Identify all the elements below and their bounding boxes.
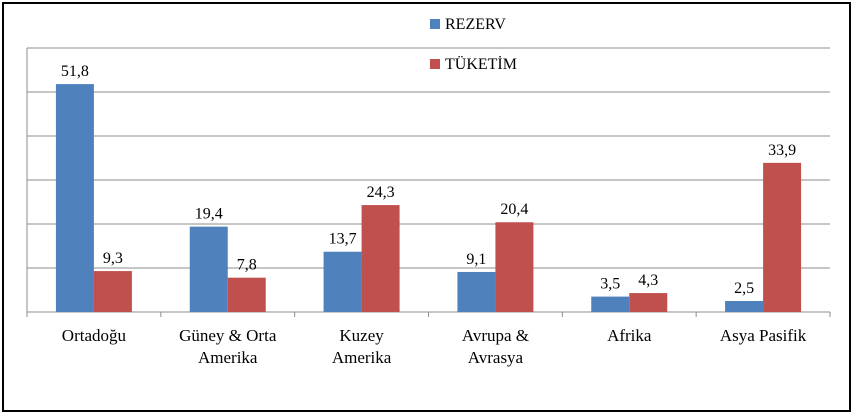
bar-rezerv <box>55 84 94 312</box>
x-tick-label: Kuzey <box>339 326 384 345</box>
bar-tüketi̇m <box>93 271 132 312</box>
data-label: 24,3 <box>367 184 395 201</box>
data-label: 33,9 <box>768 142 796 159</box>
x-tick-label: Amerika <box>198 348 258 367</box>
x-tick-label: Ortadoğu <box>62 326 127 345</box>
bar-tüketi̇m <box>227 277 266 312</box>
data-label: 2,5 <box>734 280 754 297</box>
bar-tüketi̇m <box>629 293 668 312</box>
bar-tüketi̇m <box>763 162 802 312</box>
bar-rezerv <box>189 226 228 312</box>
data-label: 7,8 <box>237 257 257 274</box>
bar-rezerv <box>725 301 764 312</box>
data-label: 13,7 <box>329 231 357 248</box>
data-label: 3,5 <box>600 276 620 293</box>
data-label: 9,1 <box>466 251 486 268</box>
x-tick-label: Güney & Orta <box>179 326 277 345</box>
bar-chart: 51,8 19,4 13,7 9,1 3,5 2,5 9,3 7,8 24,3 20,4 4,3 33… <box>26 16 831 367</box>
legend-label: REZERV <box>445 16 506 33</box>
data-label: 51,8 <box>61 63 89 80</box>
data-label: 19,4 <box>195 206 223 223</box>
legend-label: TÜKETİM <box>445 55 517 73</box>
data-label: 9,3 <box>103 250 123 267</box>
x-tick-label: Avrasya <box>468 348 524 367</box>
x-tick-label: Amerika <box>332 348 392 367</box>
x-tick-label: Asya Pasifik <box>720 326 807 345</box>
bar-rezerv <box>591 296 630 312</box>
x-tick-label: Afrika <box>607 326 652 345</box>
bar-tüketi̇m <box>361 205 400 312</box>
bar-rezerv <box>323 251 362 312</box>
data-label: 20,4 <box>500 201 528 218</box>
bar-rezerv <box>457 271 496 312</box>
x-tick-label: Avrupa & <box>462 326 529 345</box>
bar-tüketi̇m <box>495 222 534 312</box>
legend-swatch <box>430 19 440 29</box>
legend-swatch <box>430 59 440 69</box>
data-label: 4,3 <box>638 272 658 289</box>
